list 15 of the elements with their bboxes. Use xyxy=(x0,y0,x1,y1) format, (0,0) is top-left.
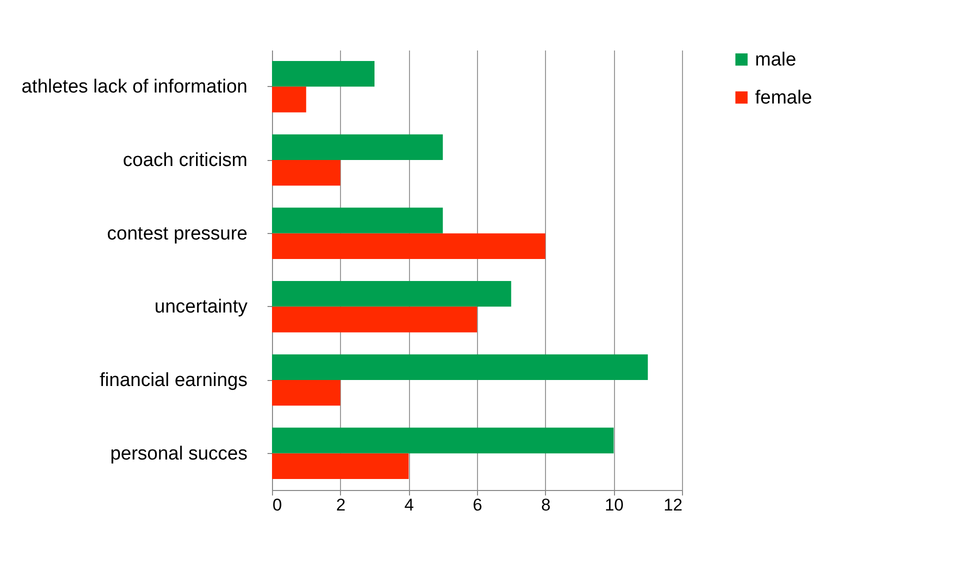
x-tick-label: 12 xyxy=(664,496,682,514)
y-tick-label: financial earnings xyxy=(100,370,248,391)
x-tick-label: 8 xyxy=(541,496,551,514)
legend-label: female xyxy=(755,88,812,108)
y-tick-label: athletes lack of information xyxy=(21,76,248,98)
legend-label: male xyxy=(755,50,796,70)
y-tick-label: coach criticism xyxy=(122,150,248,171)
x-tick-label: 2 xyxy=(336,496,346,514)
y-tick-label: uncertainty xyxy=(154,296,248,318)
y-tick-label: personal succes xyxy=(110,443,248,464)
y-tick-label: contest pressure xyxy=(107,223,248,244)
x-tick-label: 0 xyxy=(272,496,282,514)
x-tick-label: 6 xyxy=(472,496,482,514)
x-tick-label: 10 xyxy=(604,496,624,514)
x-tick-label: 4 xyxy=(404,496,414,514)
